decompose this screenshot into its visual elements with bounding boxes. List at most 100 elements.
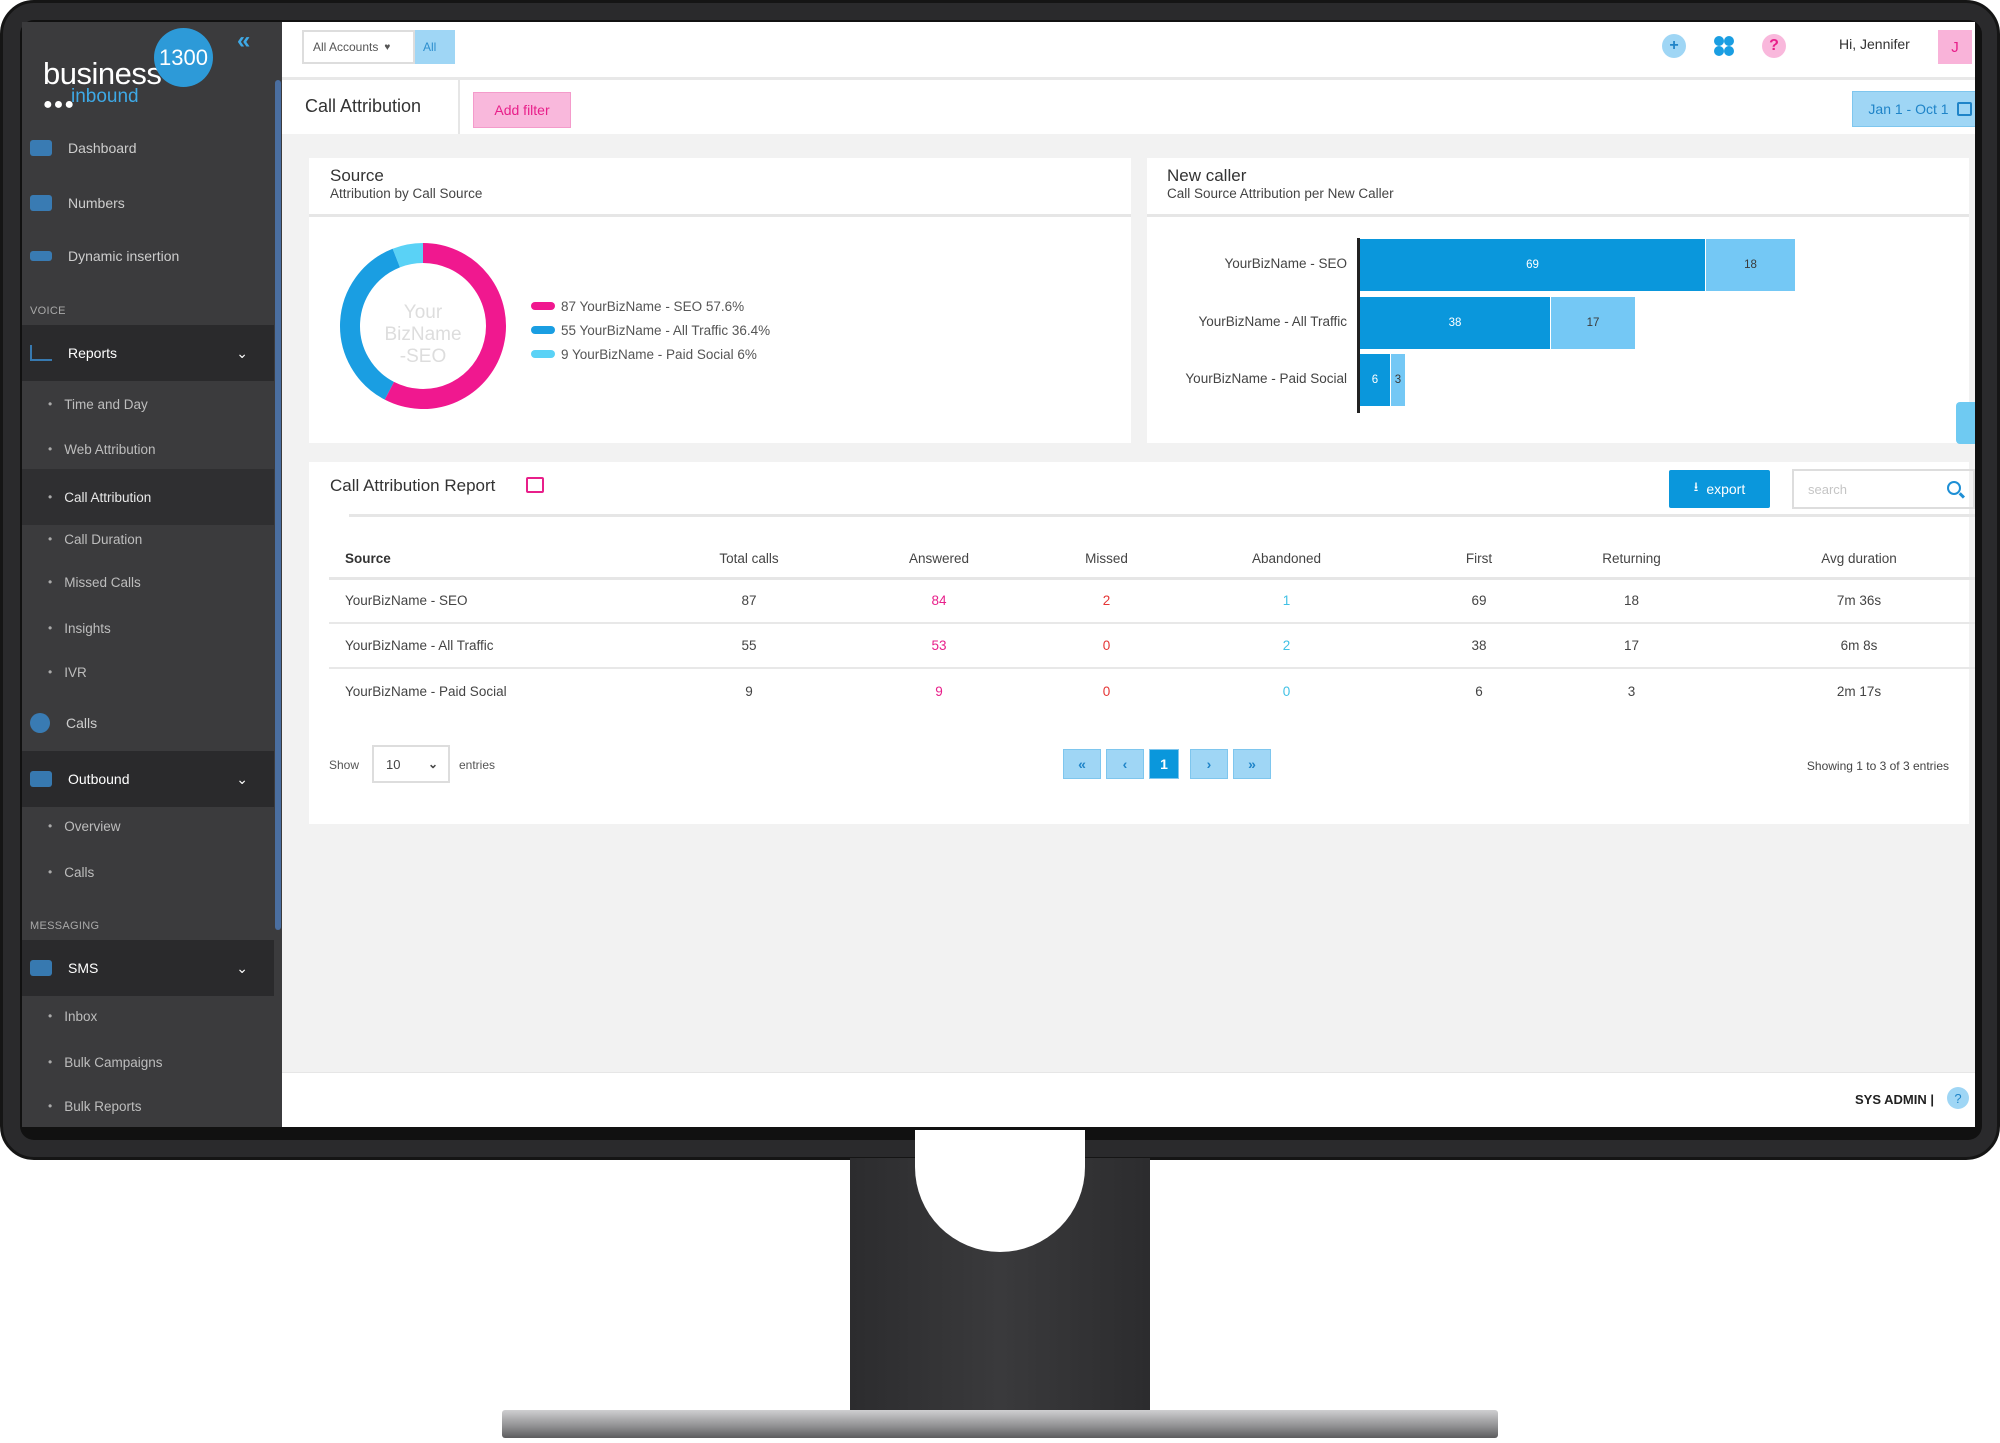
apps-icon[interactable] [1712,34,1736,58]
bar-segment[interactable]: 18 [1705,239,1795,291]
bar-segment[interactable]: 69 [1360,239,1705,291]
chevron-down-icon: ⌄ [236,959,248,976]
sidebar-item-label: Numbers [68,195,125,211]
sidebar-sub-ivr[interactable]: IVR [22,650,274,694]
screen: business 1300 ●●● inbound « Dashboard Nu… [22,22,1975,1127]
card-title: New caller [1167,166,1247,185]
search-placeholder: search [1808,481,1848,497]
first-page-button[interactable]: « [1063,749,1101,779]
sidebar-item-dashboard[interactable]: Dashboard [22,122,274,174]
bar-segment[interactable]: 38 [1360,297,1550,349]
cell-total: 87 [679,578,819,624]
numbers-icon [30,195,52,211]
add-icon[interactable]: + [1662,34,1686,58]
legend-swatch [531,350,555,358]
table-settings-icon[interactable] [526,477,544,493]
cell-avg-duration: 6m 8s [1724,623,1975,669]
donut-slice[interactable] [384,243,506,409]
divider [458,80,460,134]
dashboard-icon [30,140,52,156]
sidebar-sub-call-duration[interactable]: Call Duration [22,517,274,561]
sidebar-sub-missed-calls[interactable]: Missed Calls [22,560,274,604]
prev-page-button[interactable]: ‹ [1106,749,1144,779]
column-header[interactable]: Missed [1059,540,1154,580]
sidebar-sub-label: Bulk Reports [64,1098,142,1114]
search-input[interactable]: search [1792,469,1975,509]
sidebar-sub-bulk-campaigns[interactable]: Bulk Campaigns [22,1040,274,1084]
table-row[interactable]: YourBizName - All Traffic 55 53 0 2 38 1… [329,623,1975,669]
table-row[interactable]: YourBizName - Paid Social 9 9 0 0 6 3 2m… [329,668,1975,713]
side-calculator-tab[interactable] [1956,402,1975,444]
column-header[interactable]: Returning [1539,540,1724,580]
legend-item[interactable]: 87 YourBizName - SEO 57.6% [531,294,770,318]
column-header[interactable]: First [1419,540,1539,580]
pagination-info: Showing 1 to 3 of 3 entries [1806,759,1949,773]
sidebar-item-numbers[interactable]: Numbers [22,177,274,229]
cell-missed: 0 [1059,623,1154,669]
legend-item[interactable]: 55 YourBizName - All Traffic 36.4% [531,318,770,342]
account-select-value: All Accounts [313,40,379,54]
logo[interactable]: business 1300 ●●● inbound [33,24,213,113]
column-header[interactable]: Source [329,540,679,580]
bar-segment[interactable]: 17 [1550,297,1635,349]
legend-label: 9 YourBizName - Paid Social 6% [561,346,757,362]
section-messaging: MESSAGING [30,920,100,932]
last-page-button[interactable]: » [1233,749,1271,779]
avatar[interactable]: J [1938,30,1972,64]
next-page-button[interactable]: › [1190,749,1228,779]
sidebar-item-outbound[interactable]: Outbound ⌄ [22,751,274,807]
column-header[interactable]: Total calls [679,540,819,580]
table-row[interactable]: YourBizName - SEO 87 84 2 1 69 18 7m 36s [329,578,1975,624]
sidebar-sub-time-and-day[interactable]: Time and Day [22,382,274,426]
help-icon[interactable]: ? [1762,34,1786,58]
sidebar-sub-web-attribution[interactable]: Web Attribution [22,427,274,471]
sidebar-sub-label: Inbox [64,1008,98,1024]
sidebar-item-reports[interactable]: Reports ⌄ [22,325,274,381]
page-1-button[interactable]: 1 [1149,749,1179,779]
sidebar-sub-call-attribution[interactable]: Call Attribution [22,469,274,525]
search-icon[interactable] [1947,481,1961,495]
collapse-sidebar-icon[interactable]: « [237,27,251,54]
cell-first: 6 [1475,683,1483,699]
sidebar-sub-bulk-reports[interactable]: Bulk Reports [22,1084,274,1127]
divider [309,214,1131,217]
monitor-base [502,1410,1498,1438]
column-header[interactable]: Avg duration [1724,540,1975,580]
cell-avg-duration: 2m 17s [1836,683,1882,699]
section-voice: VOICE [30,305,66,317]
footer: SYS ADMIN | ? [282,1072,1975,1127]
bar-segment[interactable]: 6 [1360,354,1390,406]
cell-total: 55 [679,623,819,669]
sidebar-item-calls[interactable]: Calls [22,697,274,749]
sidebar-sub-label: Time and Day [64,396,148,412]
sidebar-item-sms[interactable]: SMS ⌄ [22,940,274,996]
sidebar-sub-overview[interactable]: Overview [22,804,274,848]
legend-item[interactable]: 9 YourBizName - Paid Social 6% [531,342,770,366]
sidebar-sub-label: Call Duration [64,531,143,547]
sidebar-sub-label: IVR [64,664,87,680]
help-icon[interactable]: ? [1947,1087,1969,1109]
date-range-label: Jan 1 - Oct 1 [1868,101,1949,117]
logo-brand: business [43,56,162,91]
calendar-icon [1956,102,1972,116]
column-header[interactable]: Answered [819,540,1059,580]
sidebar-scrollbar[interactable] [275,80,281,930]
page-size-select[interactable]: 10 ⌄ [372,745,450,783]
account-select[interactable]: All Accounts ♥ [302,30,415,64]
cell-missed: 0 [1102,683,1111,699]
donut-slice[interactable] [392,243,424,268]
bar-segment[interactable]: 3 [1390,354,1405,406]
sidebar-sub-insights[interactable]: Insights [22,606,274,650]
sidebar-item-label: SMS [68,960,99,976]
date-range-button[interactable]: Jan 1 - Oct 1 [1852,91,1975,127]
add-filter-button[interactable]: Add filter [473,92,571,128]
account-all-tag[interactable]: All [415,30,455,64]
sidebar: business 1300 ●●● inbound « Dashboard Nu… [22,22,282,1127]
export-button[interactable]: ⭳ export [1669,470,1770,508]
column-header[interactable]: Abandoned [1154,540,1419,580]
cell-avg-duration: 7m 36s [1724,578,1975,624]
sidebar-sub-outbound-calls[interactable]: Calls [22,850,274,894]
donut-slice[interactable] [340,248,401,400]
sidebar-item-dynamic-insertion[interactable]: Dynamic insertion [22,230,274,282]
sidebar-sub-inbox[interactable]: Inbox [22,994,274,1038]
